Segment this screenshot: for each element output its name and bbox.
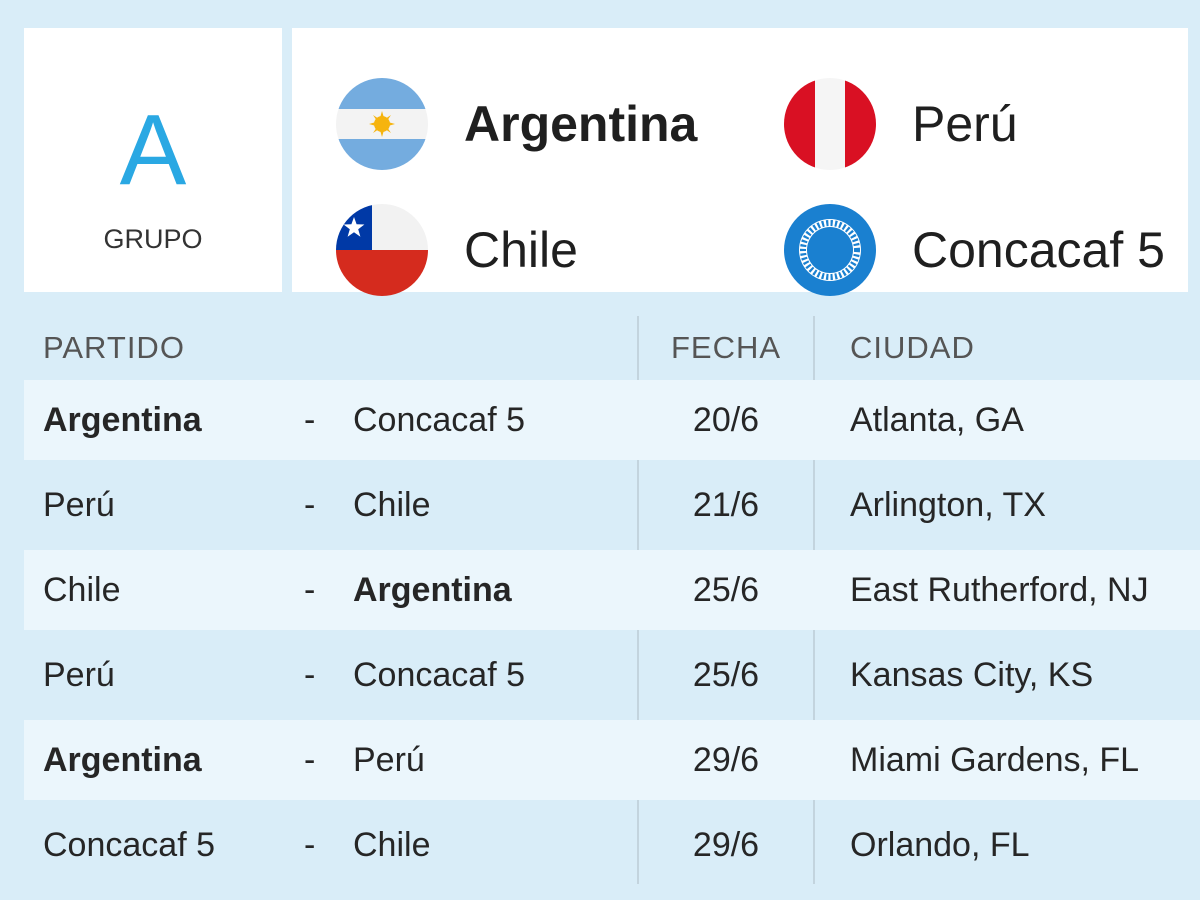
match-separator: - bbox=[304, 486, 316, 524]
header-city: CIUDAD bbox=[850, 330, 975, 365]
table-row: Argentina - Perú 29/6 Miami Gardens, FL bbox=[24, 720, 1200, 800]
team-name: Concacaf 5 bbox=[912, 222, 1165, 278]
away-team: Chile bbox=[353, 826, 431, 864]
argentina-flag-icon bbox=[336, 78, 428, 170]
match-city: Atlanta, GA bbox=[850, 401, 1024, 439]
home-team: Argentina bbox=[43, 401, 202, 439]
team-concacaf: Concacaf 5 bbox=[784, 204, 1165, 296]
table-row: Perú - Concacaf 5 25/6 Kansas City, KS bbox=[24, 635, 1200, 715]
table-row: Concacaf 5 - Chile 29/6 Orlando, FL bbox=[24, 805, 1200, 885]
group-card: A GRUPO bbox=[24, 28, 282, 292]
team-chile: Chile bbox=[336, 204, 578, 296]
match-city: Miami Gardens, FL bbox=[850, 741, 1140, 779]
teams-card: Argentina Perú Chile bbox=[292, 28, 1188, 296]
table-row: Chile - Argentina 25/6 East Rutherford, … bbox=[24, 550, 1200, 630]
home-team: Concacaf 5 bbox=[43, 826, 215, 864]
match-city: Kansas City, KS bbox=[850, 656, 1094, 694]
chile-flag-icon bbox=[336, 204, 428, 296]
match-city: East Rutherford, NJ bbox=[850, 571, 1149, 609]
team-name: Argentina bbox=[464, 96, 698, 152]
match-separator: - bbox=[304, 401, 316, 439]
team-name: Perú bbox=[912, 96, 1018, 152]
group-label: GRUPO bbox=[103, 224, 203, 254]
match-separator: - bbox=[304, 571, 316, 609]
match-date: 20/6 bbox=[692, 401, 760, 439]
peru-flag-icon bbox=[784, 78, 876, 170]
header-date: FECHA bbox=[670, 330, 782, 365]
away-team: Chile bbox=[353, 486, 431, 524]
away-team: Concacaf 5 bbox=[353, 401, 525, 439]
home-team: Perú bbox=[43, 656, 115, 694]
match-date: 29/6 bbox=[692, 741, 760, 779]
group-letter: A bbox=[119, 94, 187, 206]
table-row: Argentina - Concacaf 5 20/6 Atlanta, GA bbox=[24, 380, 1200, 460]
match-date: 29/6 bbox=[692, 826, 760, 864]
match-separator: - bbox=[304, 656, 316, 694]
team-peru: Perú bbox=[784, 78, 1018, 170]
away-team: Perú bbox=[353, 741, 425, 779]
header-match: PARTIDO bbox=[43, 330, 185, 365]
concacaf-logo-icon bbox=[784, 204, 876, 296]
team-name: Chile bbox=[464, 222, 578, 278]
away-team: Concacaf 5 bbox=[353, 656, 525, 694]
home-team: Argentina bbox=[43, 741, 202, 779]
match-date: 21/6 bbox=[692, 486, 760, 524]
table-row: Perú - Chile 21/6 Arlington, TX bbox=[24, 465, 1200, 545]
match-separator: - bbox=[304, 741, 316, 779]
away-team: Argentina bbox=[353, 571, 512, 609]
match-date: 25/6 bbox=[692, 571, 760, 609]
match-city: Orlando, FL bbox=[850, 826, 1030, 864]
home-team: Chile bbox=[43, 571, 121, 609]
match-date: 25/6 bbox=[692, 656, 760, 694]
home-team: Perú bbox=[43, 486, 115, 524]
team-argentina: Argentina bbox=[336, 78, 697, 170]
match-city: Arlington, TX bbox=[850, 486, 1046, 524]
match-separator: - bbox=[304, 826, 316, 864]
